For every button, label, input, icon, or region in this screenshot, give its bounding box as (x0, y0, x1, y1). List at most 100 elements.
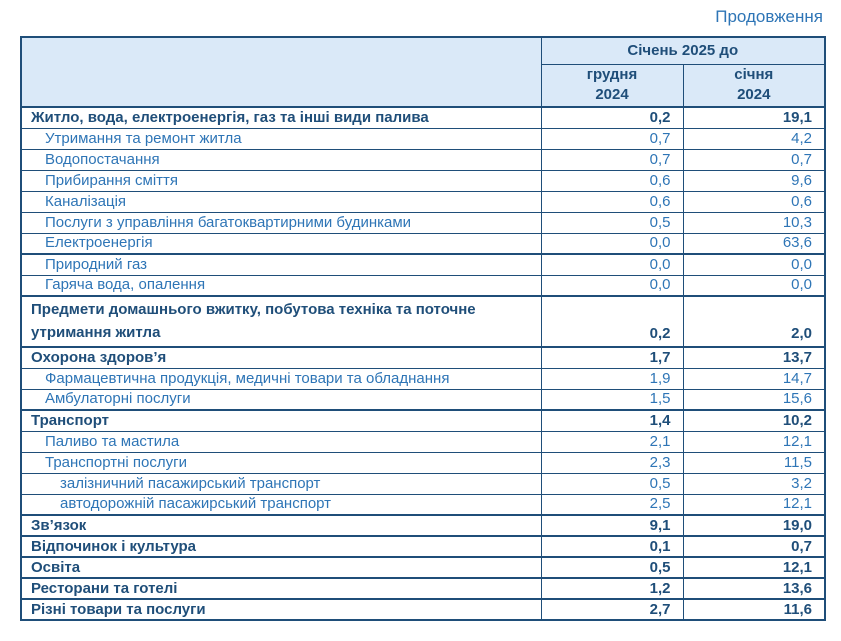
value-to-december: 0,0 (540, 253, 684, 276)
value-to-january: 11,6 (682, 598, 826, 621)
value-to-january: 13,6 (682, 577, 826, 600)
value-to-january: 19,1 (682, 106, 826, 129)
row-label: Електроенергія (20, 232, 542, 255)
value-to-january: 0,7 (682, 535, 826, 558)
header-row-span: Січень 2025 до (20, 36, 826, 108)
row-label: Освіта (20, 556, 542, 579)
table-row: Природний газ 0,0 0,0 (20, 253, 826, 276)
table-row: Освіта 0,5 12,1 (20, 556, 826, 579)
table-row: автодорожній пасажирський транспорт 2,5 12… (20, 493, 826, 516)
value-to-january: 10,2 (682, 409, 826, 432)
value-to-december: 0,0 (540, 232, 684, 255)
table-row: Транспорт 1,4 10,2 (20, 409, 826, 432)
value-to-january: 4,2 (682, 127, 826, 150)
row-label: Житло, вода, електроенергія, газ та інші… (20, 106, 542, 129)
value-to-january: 10,3 (682, 211, 826, 234)
table-row: Фармацевтична продукція, медичні товари … (20, 367, 826, 390)
table-row: Прибирання сміття 0,6 9,6 (20, 169, 826, 192)
table-row: Ресторани та готелі 1,2 13,6 (20, 577, 826, 600)
row-label: Природний газ (20, 253, 542, 276)
value-to-december: 0,5 (540, 472, 684, 495)
value-to-december: 0,7 (540, 148, 684, 171)
row-label: Зв’язок (20, 514, 542, 537)
table-row: Зв’язок 9,1 19,0 (20, 514, 826, 537)
row-label: Предмети домашнього вжитку, побутова тех… (20, 295, 542, 348)
table-row: Гаряча вода, опалення 0,0 0,0 (20, 274, 826, 297)
table-row: Водопостачання 0,7 0,7 (20, 148, 826, 171)
row-label: Фармацевтична продукція, медичні товари … (20, 367, 542, 390)
table-header: Січень 2025 до грудня 2024 січня 2024 (20, 36, 826, 108)
value-to-december: 1,4 (540, 409, 684, 432)
table-row: Амбулаторні послуги 1,5 15,6 (20, 388, 826, 411)
table-row: залізничний пасажирський транспорт 0,5 3,2 (20, 472, 826, 495)
table-row: Предмети домашнього вжитку, побутова тех… (20, 295, 826, 348)
value-to-december: 2,3 (540, 451, 684, 474)
table-row: Утримання та ремонт житла 0,7 4,2 (20, 127, 826, 150)
row-label: Паливо та мастила (20, 430, 542, 453)
value-to-january: 63,6 (682, 232, 826, 255)
value-to-january: 0,0 (682, 274, 826, 297)
value-to-december: 0,5 (540, 211, 684, 234)
value-to-december: 0,7 (540, 127, 684, 150)
table-row: Послуги з управління багатоквартирними б… (20, 211, 826, 234)
value-to-january: 15,6 (682, 388, 826, 411)
value-to-january: 14,7 (682, 367, 826, 390)
value-to-december: 9,1 (540, 514, 684, 537)
value-to-december: 2,1 (540, 430, 684, 453)
value-to-january: 11,5 (682, 451, 826, 474)
value-to-january: 0,6 (682, 190, 826, 213)
value-to-december: 1,9 (540, 367, 684, 390)
value-to-december: 1,7 (540, 346, 684, 369)
table-row: Відпочинок і культура 0,1 0,7 (20, 535, 826, 558)
value-to-january: 0,7 (682, 148, 826, 171)
row-label: Амбулаторні послуги (20, 388, 542, 411)
continuation-label: Продовження (715, 7, 823, 26)
row-label: Гаряча вода, опалення (20, 274, 542, 297)
row-label: залізничний пасажирський транспорт (20, 472, 542, 495)
value-to-january: 12,1 (682, 556, 826, 579)
table-row: Каналізація 0,6 0,6 (20, 190, 826, 213)
table-body: Житло, вода, електроенергія, газ та інші… (20, 106, 826, 621)
value-to-january: 12,1 (682, 430, 826, 453)
header-row-columns: грудня 2024 січня 2024 (21, 63, 826, 108)
row-label: Водопостачання (20, 148, 542, 171)
row-label: Охорона здоров’я (20, 346, 542, 369)
table-row: Різні товари та послуги 2,7 11,6 (20, 598, 826, 621)
row-label: Транспорт (20, 409, 542, 432)
row-label: Транспортні послуги (20, 451, 542, 474)
header-to-january: січня 2024 (682, 63, 826, 108)
row-label: Прибирання сміття (20, 169, 542, 192)
header-corner-cell (20, 36, 542, 108)
value-to-december: 0,5 (540, 556, 684, 579)
value-to-december: 2,5 (540, 493, 684, 516)
value-to-january: 2,0 (682, 295, 826, 348)
row-label: Відпочинок і культура (20, 535, 542, 558)
row-label: Каналізація (20, 190, 542, 213)
value-to-december: 0,2 (540, 106, 684, 129)
value-to-december: 0,2 (540, 295, 684, 348)
row-label: автодорожній пасажирський транспорт (20, 493, 542, 516)
value-to-december: 1,5 (540, 388, 684, 411)
table-row: Охорона здоров’я 1,7 13,7 (20, 346, 826, 369)
row-label: Утримання та ремонт житла (20, 127, 542, 150)
price-index-table: Січень 2025 до грудня 2024 січня 2024 Жи… (20, 36, 827, 621)
header-span-label: Січень 2025 до (540, 36, 826, 65)
value-to-january: 0,0 (682, 253, 826, 276)
value-to-december: 2,7 (540, 598, 684, 621)
value-to-december: 1,2 (540, 577, 684, 600)
header-to-december: грудня 2024 (540, 63, 684, 108)
value-to-december: 0,6 (540, 190, 684, 213)
value-to-january: 12,1 (682, 493, 826, 516)
table-row: Паливо та мастила 2,1 12,1 (20, 430, 826, 453)
value-to-december: 0,6 (540, 169, 684, 192)
value-to-december: 0,0 (540, 274, 684, 297)
value-to-january: 9,6 (682, 169, 826, 192)
value-to-january: 3,2 (682, 472, 826, 495)
row-label: Різні товари та послуги (20, 598, 542, 621)
row-label: Ресторани та готелі (20, 577, 542, 600)
row-label: Послуги з управління багатоквартирними б… (20, 211, 542, 234)
value-to-january: 13,7 (682, 346, 826, 369)
table-row: Житло, вода, електроенергія, газ та інші… (20, 106, 826, 129)
table-row: Електроенергія 0,0 63,6 (20, 232, 826, 255)
